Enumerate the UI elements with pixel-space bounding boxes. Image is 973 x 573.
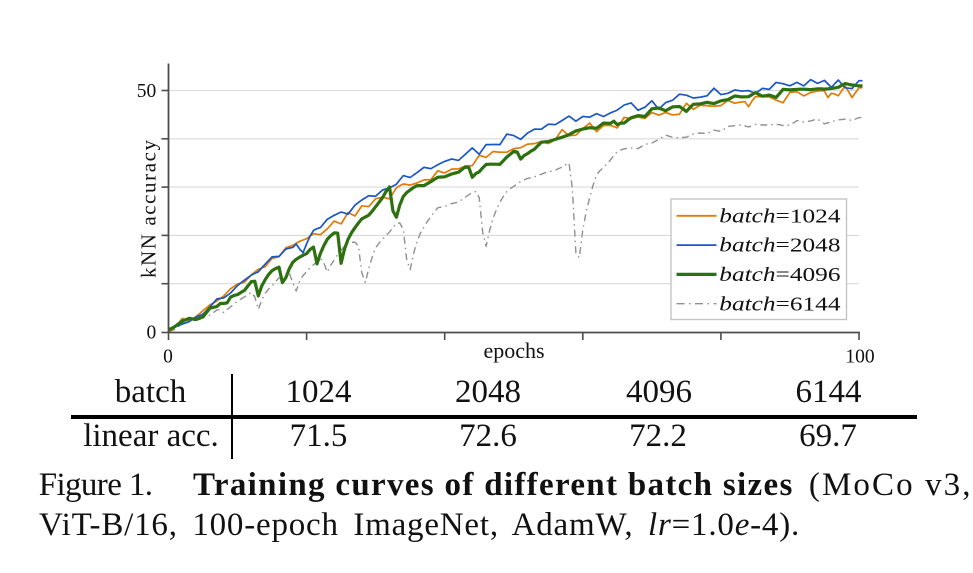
svg-text:0: 0 (147, 323, 157, 344)
svg-text:epochs: epochs (483, 338, 544, 363)
svg-text:100: 100 (845, 346, 874, 367)
svg-text:kNN accuracy: kNN accuracy (137, 140, 161, 279)
svg-text:0: 0 (163, 346, 173, 367)
svg-text:50: 50 (137, 81, 157, 102)
svg-text:batch=4096: batch =4096 (719, 264, 840, 286)
svg-text:batch=6144: batch =6144 (719, 293, 840, 315)
svg-text:batch=2048: batch =2048 (719, 235, 840, 257)
svg-text:batch=1024: batch =1024 (719, 205, 840, 227)
